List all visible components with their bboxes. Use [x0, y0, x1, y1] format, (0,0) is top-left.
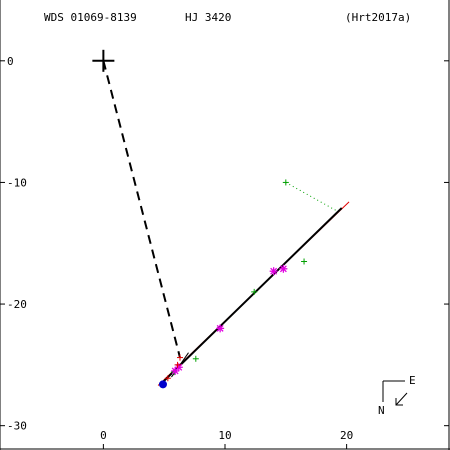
compass-east-label: E	[409, 374, 416, 387]
y-tick-label: 0	[7, 55, 14, 68]
magenta-star-point-d2	[175, 363, 183, 371]
green-plus-point	[251, 288, 258, 295]
green-plus-point	[282, 179, 289, 186]
magenta-star-point	[269, 267, 278, 276]
x-tick-label: 20	[340, 429, 353, 442]
magenta-star-point	[216, 324, 225, 333]
header-wds: WDS 01069-8139	[44, 11, 137, 24]
compass-arrow-head	[395, 398, 403, 406]
orbit-black-line	[161, 207, 343, 384]
y-tick-label: -20	[7, 298, 27, 311]
compass-arrow-shaft	[395, 392, 408, 406]
tick-marks: 0 10 20 0 -10 -20 -30	[0, 55, 449, 449]
compass-north-label: N	[378, 404, 385, 417]
magenta-star-point	[279, 264, 288, 273]
magenta-star-point-d2	[216, 324, 224, 332]
green-plus-point	[192, 355, 199, 362]
red-plus-point	[174, 361, 181, 368]
magenta-star-point-d2	[270, 267, 278, 275]
red-plus-point	[177, 354, 183, 361]
x-tick-label: 0	[100, 429, 107, 442]
green-plus-point	[301, 258, 308, 265]
red-plus-point	[164, 375, 171, 382]
magenta-star-point-d2	[279, 265, 287, 273]
data-marks	[92, 49, 350, 389]
blue-dot-point	[158, 380, 167, 389]
x-tick-label: 10	[218, 429, 231, 442]
separation-dashed-line	[102, 60, 181, 358]
header-ref: (Hrt2017a)	[345, 11, 411, 24]
y-tick-label: -10	[7, 176, 27, 189]
y-tick-label: -30	[7, 420, 27, 433]
compass: E N	[378, 374, 416, 417]
header-name: HJ 3420	[185, 11, 231, 24]
